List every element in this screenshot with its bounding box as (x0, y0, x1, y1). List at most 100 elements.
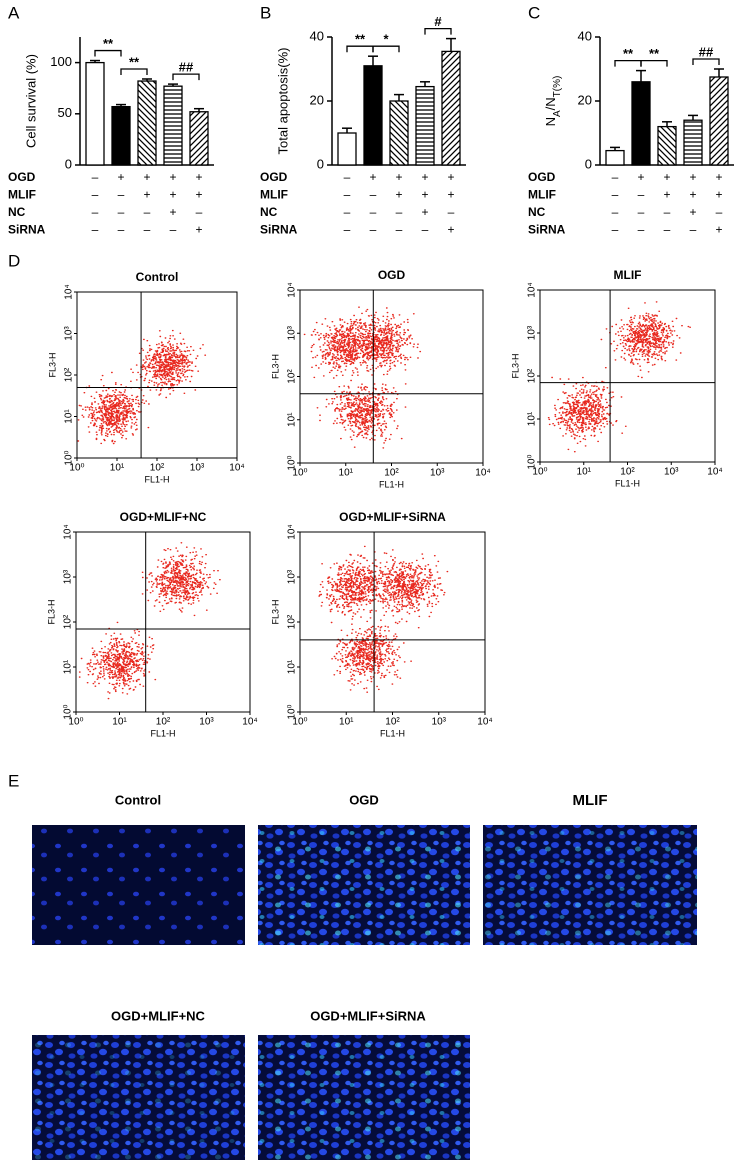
x-tick-label: 10³ (190, 463, 205, 474)
condition-sign: + (447, 170, 454, 184)
y-tick-label: 10⁰ (64, 450, 75, 465)
condition-label: NC (528, 205, 546, 219)
y-tick-label: 40 (310, 28, 324, 43)
y-tick-label: 10³ (63, 569, 74, 584)
x-tick-label: 10¹ (110, 463, 125, 474)
x-tick-label: 10² (384, 468, 399, 479)
x-tick-label: 10⁴ (477, 717, 492, 728)
x-axis-label: FL1-H (379, 479, 404, 489)
condition-sign: – (716, 205, 723, 219)
condition-sign: + (715, 188, 722, 202)
significance-label: ** (649, 46, 660, 61)
condition-sign: + (447, 188, 454, 202)
condition-sign: – (612, 223, 619, 237)
bright-nuclei (258, 1035, 470, 1160)
y-tick-label: 10¹ (287, 412, 298, 427)
y-tick-label: 0 (585, 156, 592, 171)
y-tick-label: 10³ (287, 325, 298, 340)
plot-title: OGD+MLIF+SiRNA (339, 510, 446, 524)
x-tick-label: 10¹ (339, 717, 354, 728)
image-title: Control (115, 792, 161, 807)
x-tick-label: 10⁴ (229, 463, 244, 474)
condition-sign: + (663, 188, 670, 202)
event-cluster (316, 373, 407, 449)
x-axis-label: FL1-H (144, 474, 169, 484)
x-tick-label: 10⁴ (475, 468, 490, 479)
x-tick-label: 10⁰ (292, 717, 307, 728)
event-cluster (130, 329, 207, 405)
condition-sign: + (689, 188, 696, 202)
condition-sign: – (370, 188, 377, 202)
y-tick-label: 10² (63, 614, 74, 629)
event-cluster (141, 542, 221, 617)
y-axis-label: FL3-H (510, 353, 520, 378)
event-cluster (339, 307, 422, 376)
image-title: OGD+MLIF+SiRNA (310, 1008, 426, 1023)
y-axis-label: FL3-H (270, 354, 280, 379)
y-tick-label: 10² (287, 369, 298, 384)
y-tick-label: 10¹ (527, 411, 538, 426)
y-tick-label: 10⁴ (287, 282, 298, 297)
x-tick-label: 10⁰ (292, 468, 307, 479)
y-tick-label: 0 (317, 156, 324, 171)
image-title: OGD (349, 792, 379, 807)
significance-label: ## (699, 44, 714, 59)
y-tick-label: 10² (527, 368, 538, 383)
condition-sign: + (421, 170, 428, 184)
y-axis-label: FL3-H (46, 599, 56, 624)
condition-label: SiRNA (8, 223, 46, 237)
y-tick-label: 10⁰ (63, 704, 74, 719)
y-tick-label: 10⁴ (64, 284, 75, 299)
significance-label: ** (103, 36, 114, 51)
y-tick-label: 0 (65, 156, 72, 171)
condition-sign: + (169, 170, 176, 184)
y-tick-label: 100 (50, 54, 72, 69)
y-tick-label: 10² (287, 614, 298, 629)
condition-label: SiRNA (528, 223, 566, 237)
condition-sign: + (169, 205, 176, 219)
y-tick-label: 10⁰ (527, 454, 538, 469)
condition-sign: – (638, 205, 645, 219)
y-tick-label: 10⁴ (527, 282, 538, 297)
condition-sign: – (396, 223, 403, 237)
event-cluster (318, 545, 400, 625)
plot-title: MLIF (614, 268, 642, 282)
condition-sign: – (118, 205, 125, 219)
panel-letter: D (8, 251, 20, 270)
significance-bracket (614, 59, 642, 67)
fluorescence-image (32, 825, 245, 945)
condition-sign: + (143, 188, 150, 202)
y-axis-label: FL3-H (270, 599, 280, 624)
bar (189, 111, 209, 166)
y-tick-label: 10¹ (63, 659, 74, 674)
bar (337, 132, 357, 166)
x-tick-label: 10¹ (112, 717, 127, 728)
bar (631, 81, 651, 166)
x-tick-label: 10⁰ (68, 717, 83, 728)
bright-nuclei (32, 1035, 245, 1160)
condition-sign: – (612, 188, 619, 202)
condition-sign: – (638, 223, 645, 237)
condition-sign: + (395, 188, 402, 202)
panel-letter: C (528, 3, 540, 22)
condition-sign: – (118, 223, 125, 237)
condition-sign: – (612, 170, 619, 184)
condition-sign: – (448, 205, 455, 219)
condition-sign: – (92, 205, 99, 219)
panel-letter: A (8, 3, 20, 22)
condition-label: NC (8, 205, 26, 219)
condition-sign: – (92, 223, 99, 237)
significance-bracket (346, 45, 374, 53)
y-tick-label: 10³ (527, 325, 538, 340)
condition-sign: + (663, 170, 670, 184)
condition-sign: – (690, 223, 697, 237)
condition-sign: + (689, 205, 696, 219)
plot-frame (75, 531, 251, 713)
condition-sign: + (369, 170, 376, 184)
y-tick-label: 10³ (287, 569, 298, 584)
condition-sign: + (195, 170, 202, 184)
significance-bracket (424, 27, 452, 35)
bar (683, 119, 703, 166)
significance-bracket (172, 73, 200, 81)
